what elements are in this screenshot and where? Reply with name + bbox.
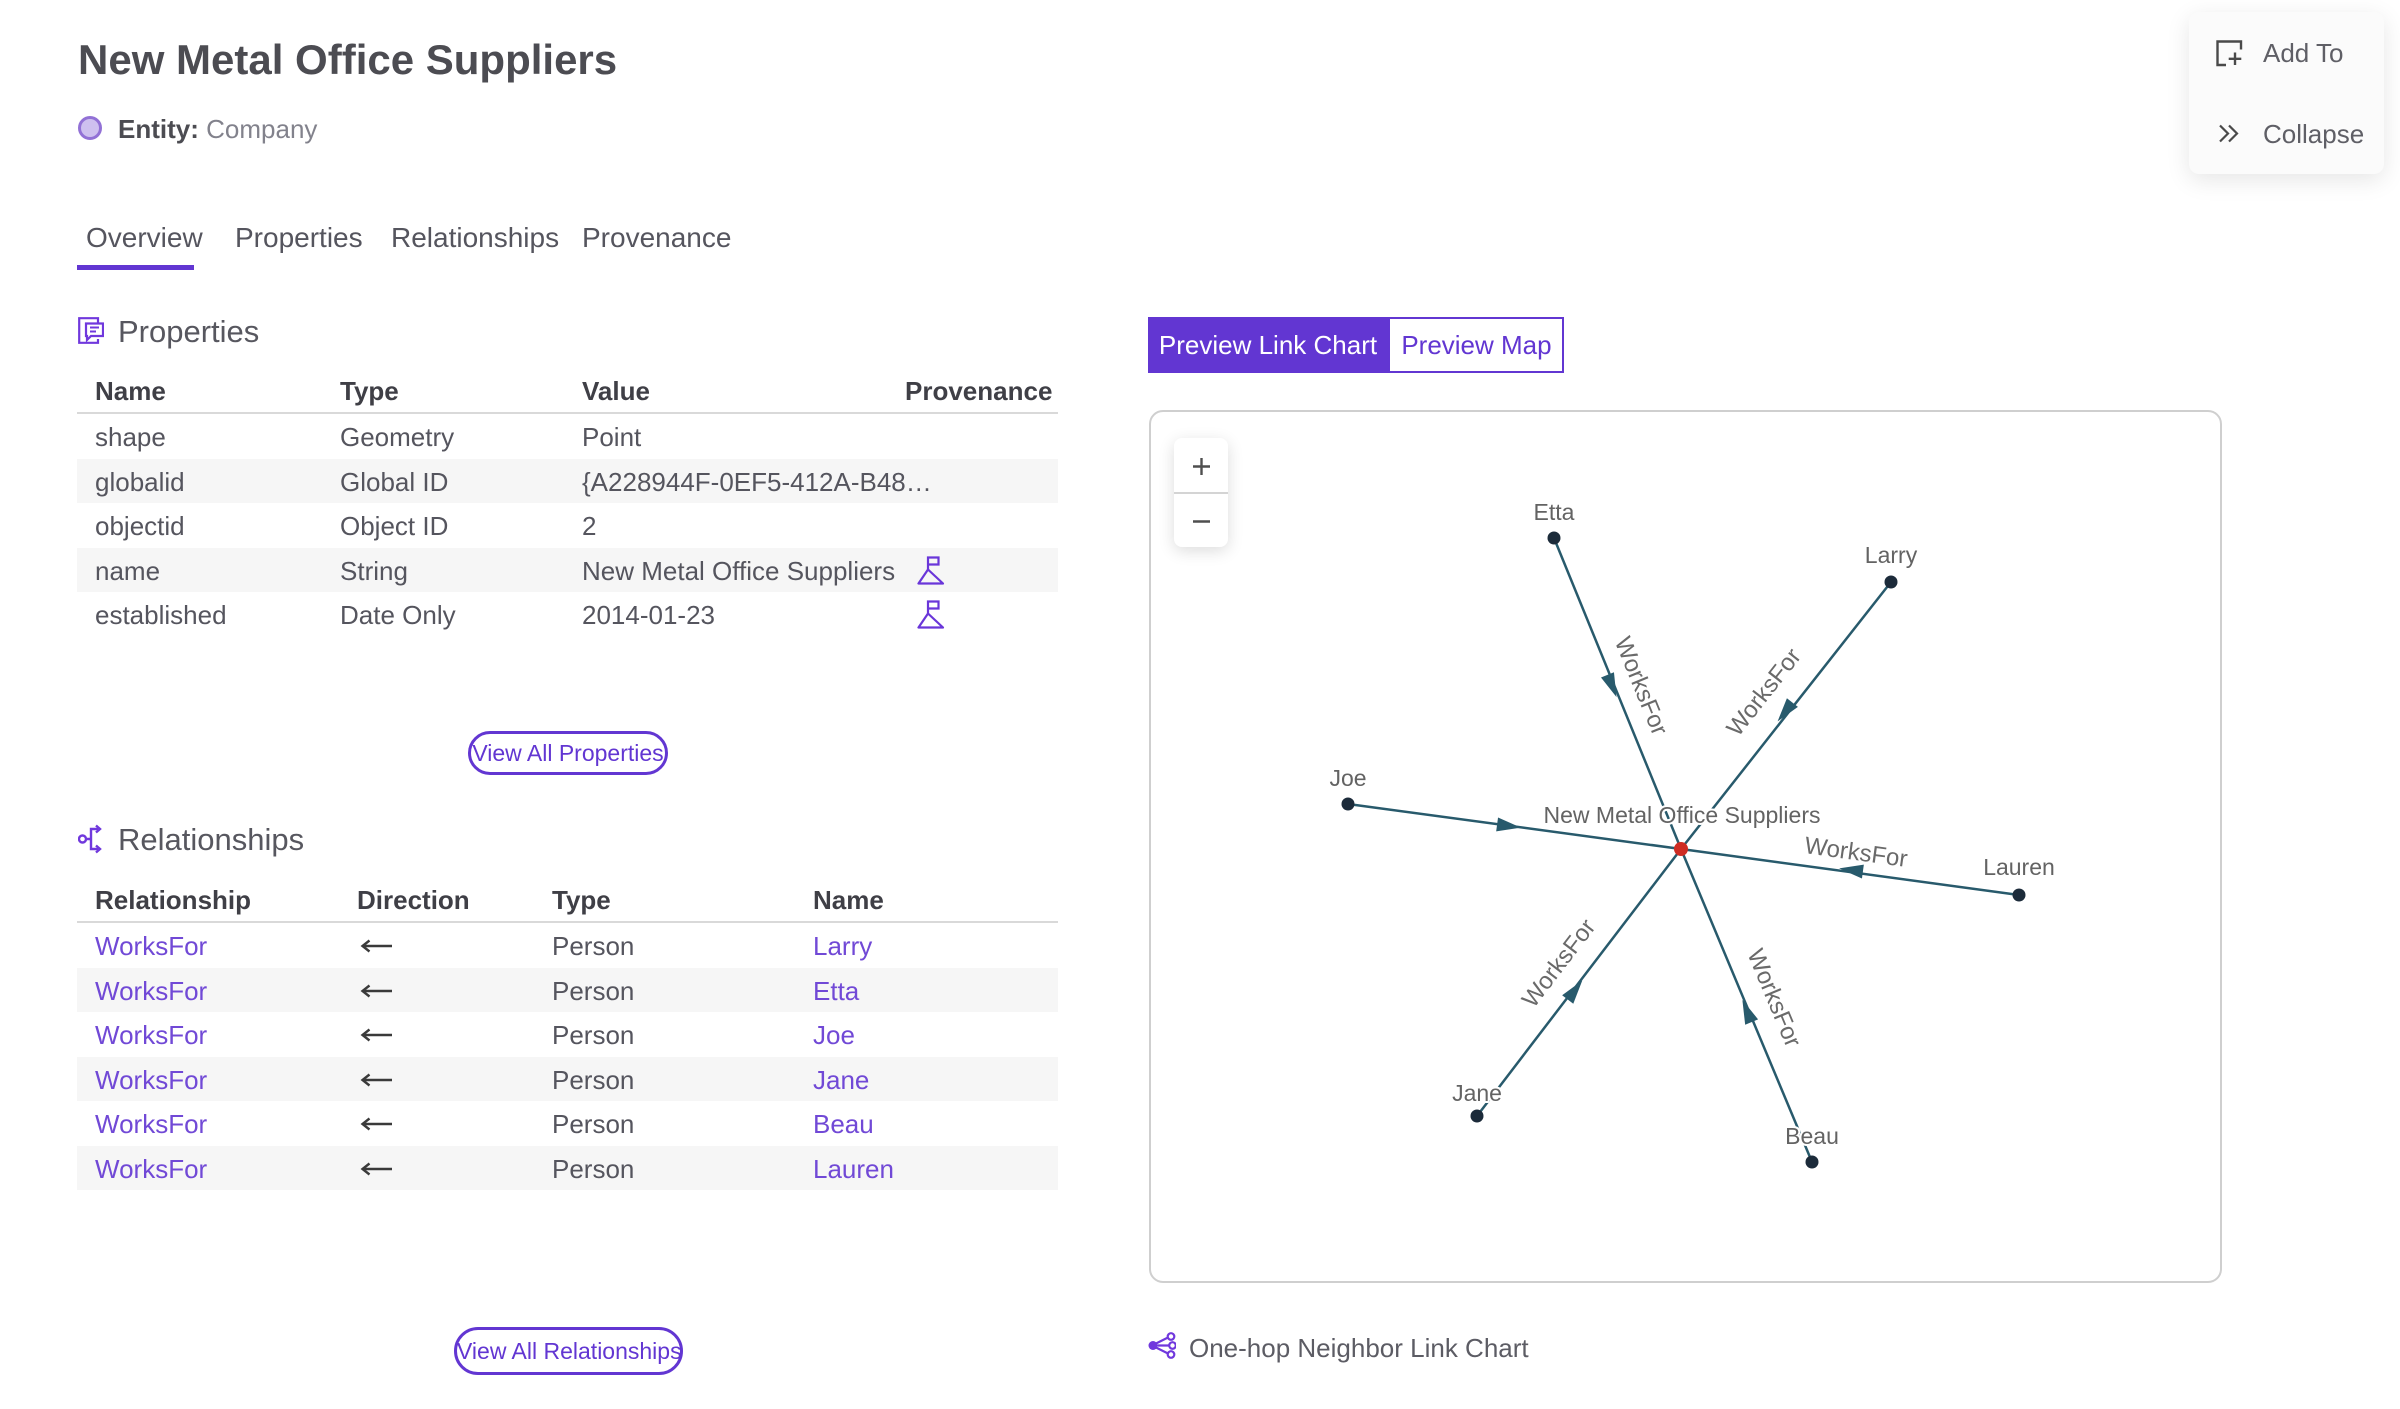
- svg-text:Jane: Jane: [1452, 1080, 1502, 1106]
- svg-text:WorksFor: WorksFor: [1721, 643, 1806, 741]
- svg-text:Etta: Etta: [1534, 499, 1575, 525]
- svg-text:Joe: Joe: [1329, 765, 1366, 791]
- svg-text:WorksFor: WorksFor: [1741, 945, 1806, 1051]
- svg-text:WorksFor: WorksFor: [1609, 633, 1673, 739]
- svg-text:New Metal Office Suppliers: New Metal Office Suppliers: [1544, 802, 1821, 828]
- svg-text:Beau: Beau: [1785, 1123, 1839, 1149]
- svg-text:WorksFor: WorksFor: [1517, 914, 1601, 1013]
- svg-text:Larry: Larry: [1865, 542, 1918, 568]
- svg-text:Lauren: Lauren: [1983, 854, 2055, 880]
